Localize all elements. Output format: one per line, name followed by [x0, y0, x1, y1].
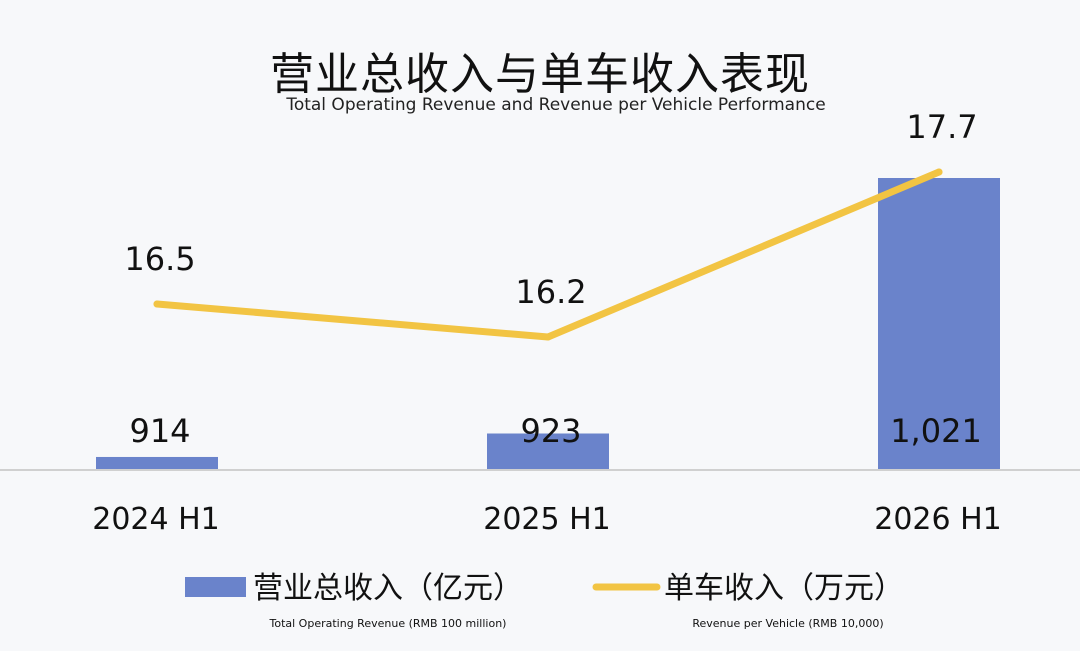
legend-sublabel-per-vehicle: Revenue per Vehicle (RMB 10,000)	[692, 617, 883, 630]
legend-label-per-vehicle: 单车收入（万元）	[664, 571, 904, 606]
bar-series	[96, 178, 1000, 470]
legend-swatch-revenue	[185, 577, 246, 597]
line-point-1	[153, 300, 161, 308]
bar-2	[487, 433, 609, 470]
line-value-label-2: 16.2	[515, 273, 586, 311]
per-vehicle-line	[153, 168, 943, 341]
bar-value-label-1: 914	[129, 412, 190, 450]
chart-title: 营业总收入与单车收入表现	[270, 49, 810, 100]
data-labels: 914 923 1,021 16.5 16.2 17.7	[124, 108, 981, 450]
line-value-label-1: 16.5	[124, 240, 195, 278]
line-value-label-3: 17.7	[906, 108, 977, 146]
bar-1	[96, 456, 218, 470]
line-series	[153, 168, 943, 341]
chart-subtitle: Total Operating Revenue and Revenue per …	[286, 95, 826, 115]
legend-label-revenue: 营业总收入（亿元）	[253, 571, 523, 606]
legend: 营业总收入（亿元） Total Operating Revenue (RMB 1…	[185, 571, 904, 630]
bar-3	[878, 178, 1000, 470]
x-tick-label-1: 2024 H1	[92, 502, 220, 537]
bar-value-label-3: 1,021	[890, 412, 982, 450]
legend-sublabel-revenue: Total Operating Revenue (RMB 100 million…	[269, 617, 507, 630]
x-axis-ticks: 2024 H1 2025 H1 2026 H1	[92, 502, 1002, 537]
x-tick-label-2: 2025 H1	[483, 502, 611, 537]
line-point-3	[935, 168, 943, 176]
line-point-2	[544, 333, 552, 341]
bar-value-label-2: 923	[520, 412, 581, 450]
x-tick-label-3: 2026 H1	[874, 502, 1002, 537]
